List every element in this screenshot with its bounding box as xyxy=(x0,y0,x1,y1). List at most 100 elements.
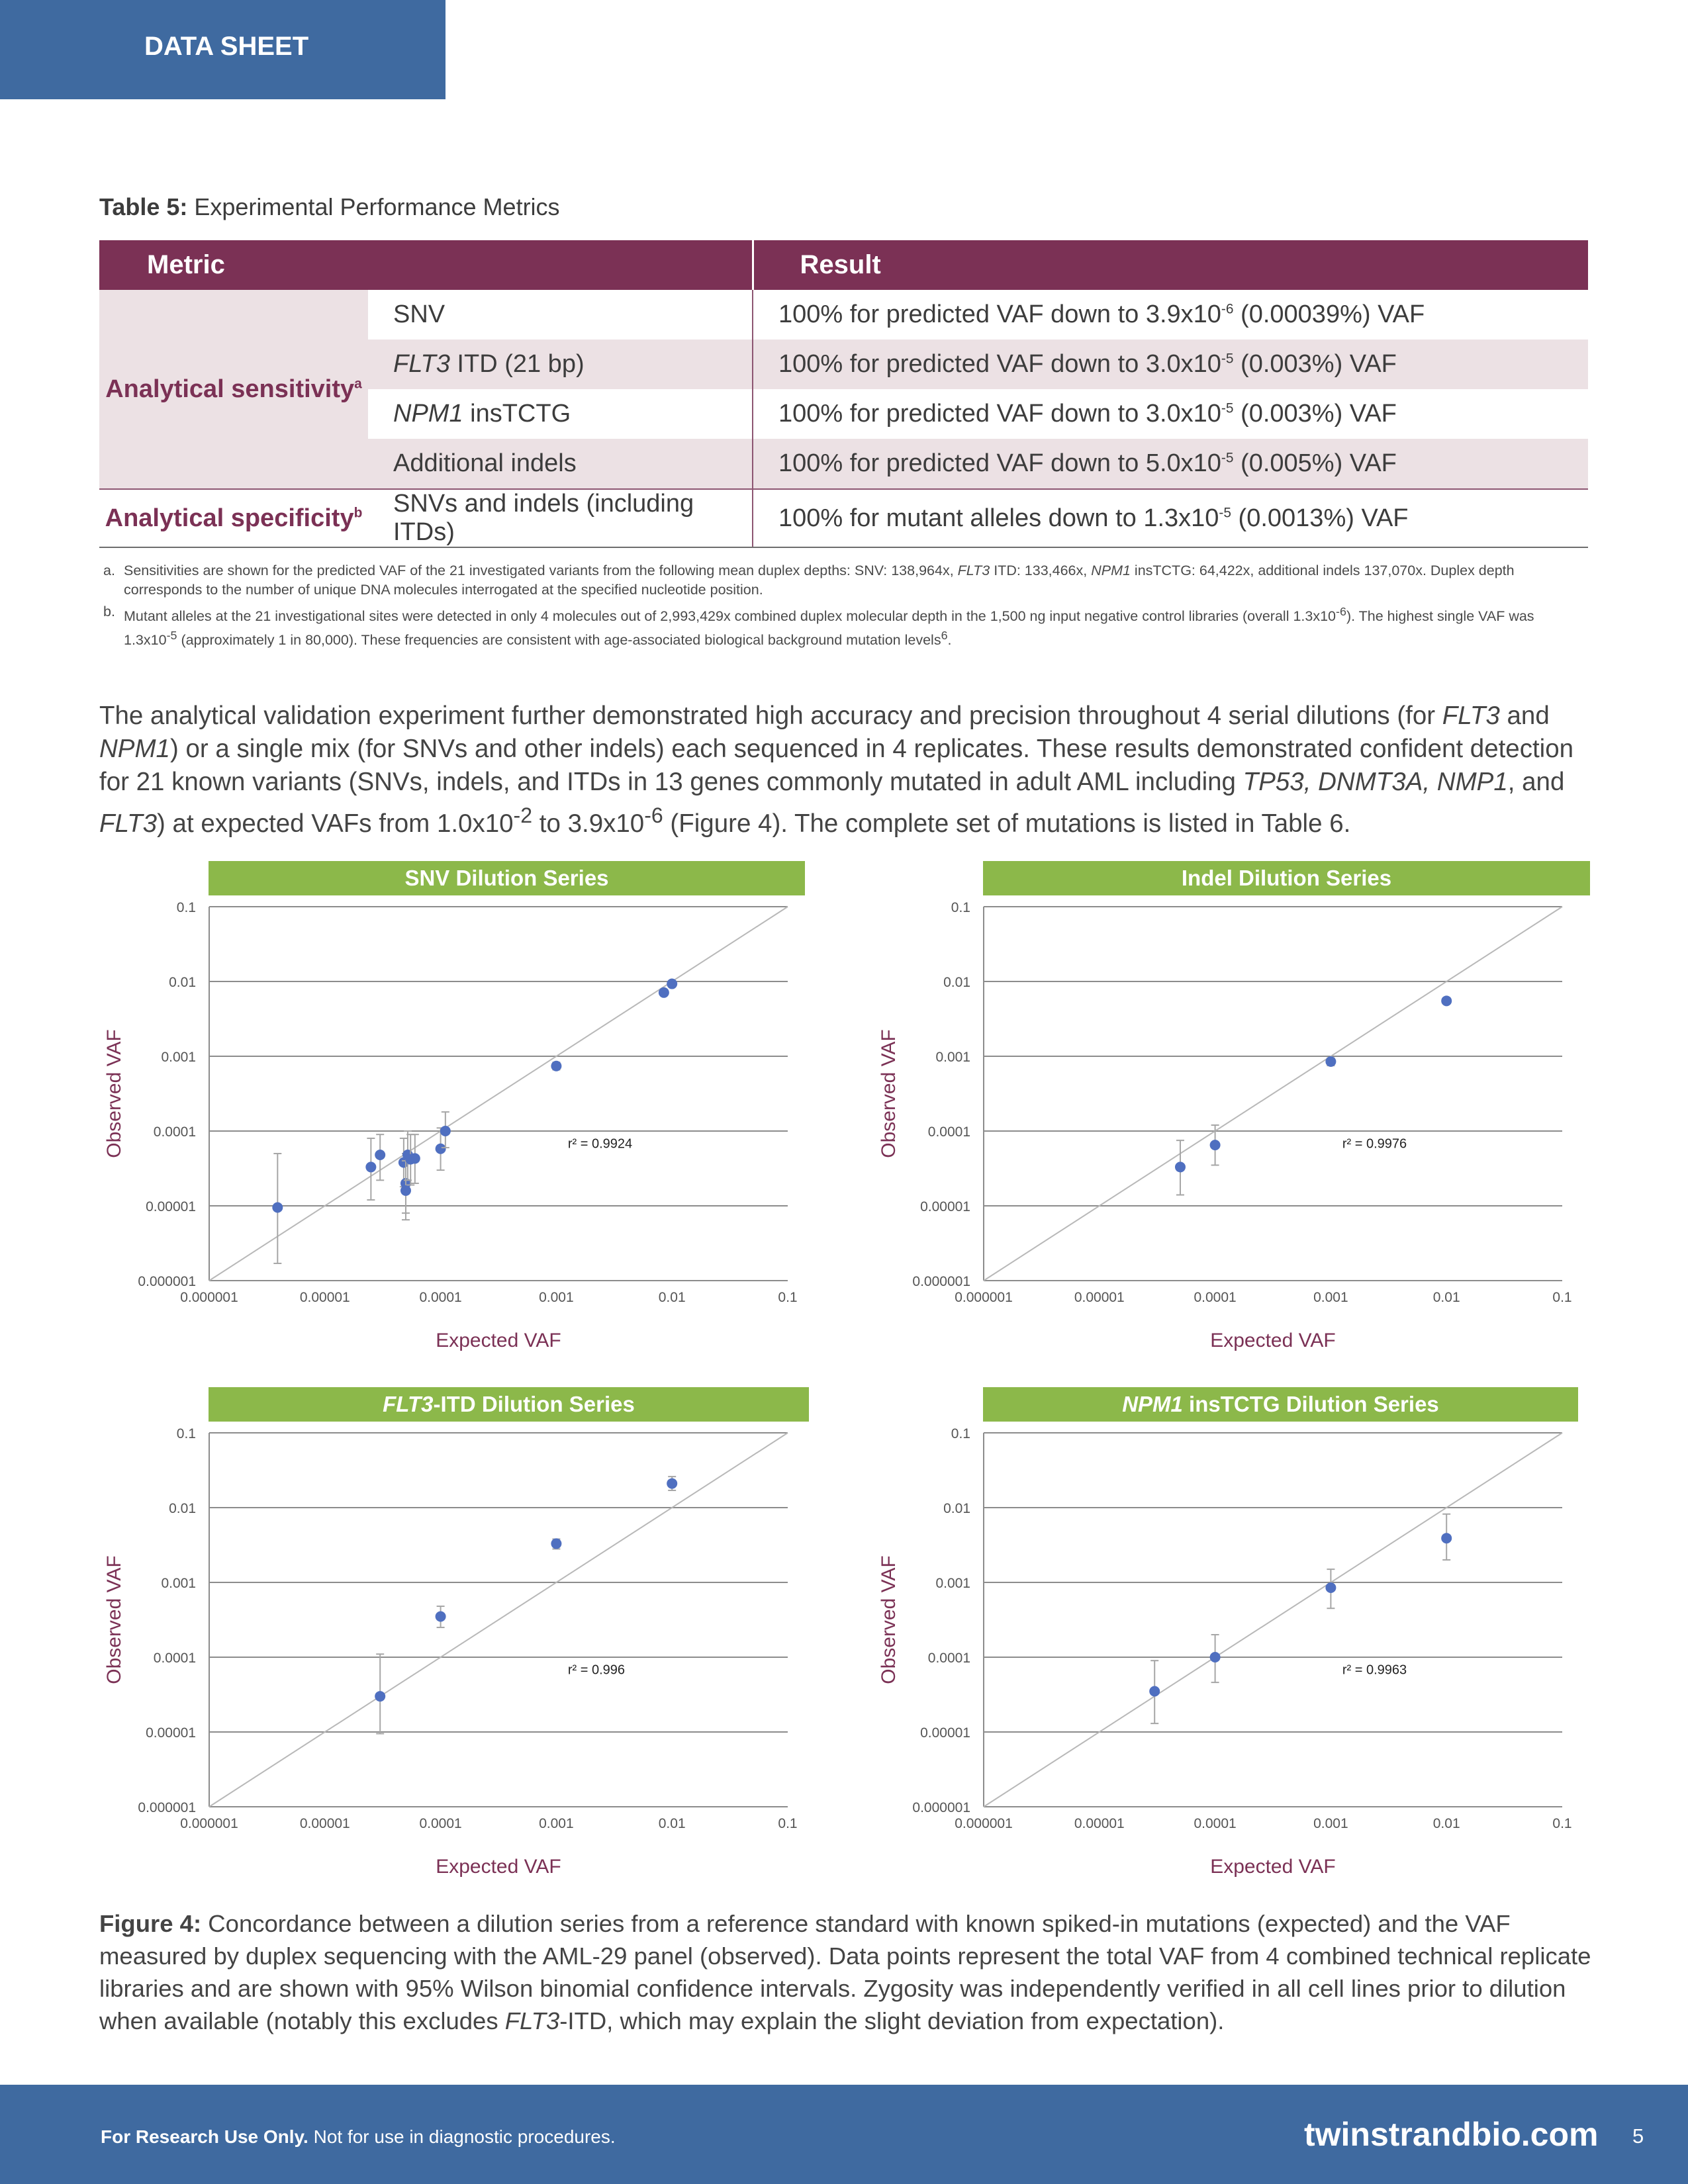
y-tick-label: 0.001 xyxy=(161,1576,196,1591)
footnote-b: b. Mutant alleles at the 21 investigation… xyxy=(103,604,1534,649)
footer: For Research Use Only. Not for use in di… xyxy=(0,2085,1688,2184)
snv-dilution-chart: 0.000001 0.00001 0.0001 0.001 0.01 0.1 0.00000… xyxy=(103,900,798,1351)
r-squared-label: r² = 0.9924 xyxy=(568,1136,632,1151)
x-tick-label: 0.001 xyxy=(539,1290,574,1305)
group-analytical-specificity: Analytical specificityb xyxy=(99,488,368,548)
data-point xyxy=(1209,1652,1221,1662)
x-tick-label: 0.00001 xyxy=(300,1816,350,1831)
x-tick-label: 0.1 xyxy=(778,1290,797,1305)
metric-cell: SNV xyxy=(368,290,753,340)
table-caption-label: Table 5: xyxy=(99,193,188,220)
table-row: Analytical specificityb SNVs and indels … xyxy=(99,488,1588,548)
table-caption-text: Experimental Performance Metrics xyxy=(187,193,560,220)
y-tick-label: 0.0001 xyxy=(154,1651,196,1666)
table-header-row: Metric Result xyxy=(99,240,1588,290)
y-tick-label: 0.001 xyxy=(161,1050,196,1065)
data-point xyxy=(440,1126,451,1136)
data-point xyxy=(1174,1161,1186,1173)
identity-line xyxy=(209,906,788,1281)
data-point xyxy=(667,1478,678,1489)
footer-website-link[interactable]: twinstrandbio.com xyxy=(1304,2116,1599,2153)
page-number: 5 xyxy=(1632,2124,1644,2148)
footnote-a: a. Sensitivities are shown for the predic… xyxy=(103,563,1515,598)
x-tick-label: 0.000001 xyxy=(955,1290,1013,1305)
result-cell: 100% for predicted VAF down to 3.0x10-5 … xyxy=(753,340,1588,389)
x-tick-label: 0.00001 xyxy=(300,1290,350,1305)
y-tick-label: 0.001 xyxy=(935,1050,970,1065)
data-point xyxy=(1325,1056,1336,1067)
data-point xyxy=(1325,1582,1336,1593)
chart-title-snv: SNV Dilution Series xyxy=(209,861,805,895)
data-point xyxy=(1209,1140,1221,1151)
x-tick-label: 0.01 xyxy=(659,1816,686,1831)
data-point xyxy=(1149,1686,1160,1697)
col-header-metric: Metric xyxy=(99,240,753,290)
r-squared-label: r² = 0.9963 xyxy=(1342,1662,1407,1677)
table-row: FLT3 ITD (21 bp) 100% for predicted VAF … xyxy=(99,340,1588,389)
chart-title-flt3: FLT3-ITD Dilution Series xyxy=(209,1387,809,1422)
y-tick-label: 0.1 xyxy=(177,1426,196,1441)
flt3-itd-dilution-chart: 0.000001 0.00001 0.0001 0.001 0.01 0.1 0.00000… xyxy=(103,1426,798,1878)
metric-cell: NPM1 insTCTG xyxy=(368,389,753,439)
figure-caption: Figure 4: Concordance between a dilution… xyxy=(99,1910,1591,2034)
y-tick-label: 0.000001 xyxy=(912,1274,970,1289)
data-point xyxy=(1441,995,1452,1007)
r-squared-label: r² = 0.9976 xyxy=(1342,1136,1407,1151)
y-tick-label: 0.0001 xyxy=(928,1124,970,1140)
table-row: NPM1 insTCTG 100% for predicted VAF down… xyxy=(99,389,1588,439)
x-axis-title: Expected VAF xyxy=(436,1330,561,1351)
x-tick-label: 0.001 xyxy=(1313,1290,1348,1305)
data-point xyxy=(551,1060,562,1071)
result-cell: 100% for predicted VAF down to 3.0x10-5 … xyxy=(778,400,1397,428)
data-point xyxy=(400,1185,411,1196)
y-tick-label: 0.000001 xyxy=(138,1274,196,1289)
y-tick-label: 0.01 xyxy=(169,975,196,990)
x-tick-label: 0.001 xyxy=(1313,1816,1348,1831)
x-tick-label: 0.000001 xyxy=(180,1816,238,1831)
table-row: Analytical sensitivitya SNV 100% for pre… xyxy=(99,290,1588,489)
result-cell: 100% for predicted VAF down to 3.9x10-6 … xyxy=(778,300,1425,328)
y-tick-label: 0.0001 xyxy=(154,1124,196,1140)
performance-metrics-table: Metric Result Analytical sensitivitya SN… xyxy=(99,240,1588,548)
indel-dilution-chart: 0.000001 0.00001 0.0001 0.001 0.01 0.1 0.00000… xyxy=(878,900,1572,1351)
metric-cell: SNVs and indels (including ITDs) xyxy=(368,488,753,548)
y-tick-label: 0.00001 xyxy=(146,1725,196,1741)
table-footnotes: a. Sensitivities are shown for the predic… xyxy=(99,561,1579,653)
data-point xyxy=(375,1691,386,1702)
y-tick-label: 0.0001 xyxy=(928,1651,970,1666)
identity-line xyxy=(983,1432,1563,1807)
result-cell: 100% for predicted VAF down to 5.0x10-5 … xyxy=(753,439,1588,489)
y-tick-label: 0.01 xyxy=(943,975,970,990)
y-tick-label: 0.01 xyxy=(943,1501,970,1516)
x-tick-label: 0.00001 xyxy=(1074,1290,1125,1305)
table-row: Additional indels 100% for predicted VAF… xyxy=(99,439,1588,489)
y-tick-label: 0.1 xyxy=(951,1426,970,1441)
x-axis-title: Expected VAF xyxy=(436,1856,561,1878)
identity-line xyxy=(209,1432,788,1807)
x-tick-label: 0.1 xyxy=(778,1816,797,1831)
header-tab: DATA SHEET xyxy=(0,0,445,99)
data-point xyxy=(551,1538,562,1549)
x-axis-title: Expected VAF xyxy=(1210,1330,1336,1351)
y-axis-title: Observed VAF xyxy=(103,1029,125,1158)
r-squared-label: r² = 0.996 xyxy=(568,1662,625,1677)
x-tick-label: 0.0001 xyxy=(1194,1816,1236,1831)
y-tick-label: 0.00001 xyxy=(146,1199,196,1214)
x-tick-label: 0.0001 xyxy=(419,1290,461,1305)
y-tick-label: 0.01 xyxy=(169,1501,196,1516)
y-tick-label: 0.00001 xyxy=(920,1199,970,1214)
x-tick-label: 0.001 xyxy=(539,1816,574,1831)
header-tab-label: DATA SHEET xyxy=(144,32,309,61)
y-tick-label: 0.001 xyxy=(935,1576,970,1591)
data-point xyxy=(272,1202,283,1213)
result-cell: 100% for mutant alleles down to 1.3x10-5… xyxy=(753,488,1588,548)
x-tick-label: 0.1 xyxy=(1552,1816,1571,1831)
chart-title-npm1: NPM1 insTCTG Dilution Series xyxy=(983,1387,1578,1422)
metric-cell: Additional indels xyxy=(368,439,753,489)
x-tick-label: 0.000001 xyxy=(180,1290,238,1305)
body-paragraph: The analytical validation experiment fur… xyxy=(99,702,1574,838)
y-tick-label: 0.00001 xyxy=(920,1725,970,1741)
data-point xyxy=(667,978,678,989)
data-point xyxy=(435,1143,446,1154)
data-point xyxy=(409,1153,420,1164)
